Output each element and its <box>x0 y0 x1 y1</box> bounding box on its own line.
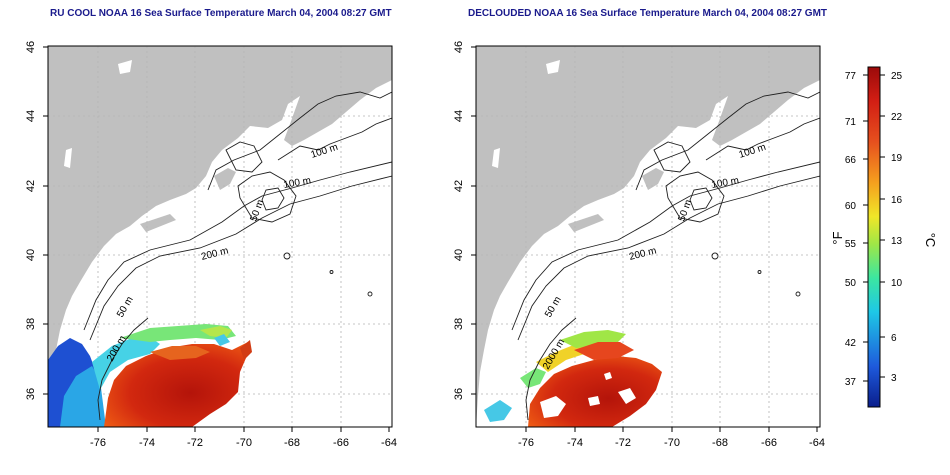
y-tick-label: 36 <box>453 388 465 400</box>
left-x-tick-labels: -76 -74 -72 -70 -68 -66 -64 <box>90 437 397 449</box>
sst-data <box>48 324 252 427</box>
isobaths <box>83 91 392 421</box>
left-axis-ticks <box>43 46 390 432</box>
c-tick-label: 19 <box>891 153 903 164</box>
x-tick-label: -66 <box>333 437 349 449</box>
y-tick-label: 46 <box>453 41 465 53</box>
celsius-ticks: 25 22 19 16 13 10 6 3 <box>891 71 903 384</box>
right-map-title: DECLOUDED NOAA 16 Sea Surface Temperatur… <box>468 8 828 19</box>
x-tick-label: -70 <box>236 437 252 449</box>
right-map: 100 m 100 m 50 m 200 m 50 m 2000 m <box>476 46 820 427</box>
lake <box>118 60 132 74</box>
left-map-title: RU COOL NOAA 16 Sea Surface Temperature … <box>50 8 392 19</box>
x-tick-label: -64 <box>381 437 397 449</box>
y-tick-label: 46 <box>25 41 37 53</box>
left-map: 100 m 100 m 50 m 200 m 50 m 200 m <box>48 46 392 427</box>
colorbar: 77 71 66 60 55 50 42 37 25 22 19 16 13 1… <box>830 66 938 408</box>
x-tick-label: -74 <box>139 437 155 449</box>
f-tick-label: 60 <box>845 201 857 212</box>
c-tick-label: 10 <box>891 278 903 289</box>
y-tick-label: 44 <box>25 110 37 122</box>
cape-cod <box>642 168 664 190</box>
colorbar-gradient <box>867 66 881 408</box>
graticule <box>48 46 392 427</box>
lake <box>64 148 72 168</box>
c-tick-label: 25 <box>891 71 903 82</box>
long-island <box>568 214 604 232</box>
c-tick-label: 6 <box>891 333 897 344</box>
right-axis-ticks <box>471 46 818 432</box>
contour-label: 100 m <box>711 175 740 191</box>
isobaths <box>511 91 820 421</box>
long-island <box>140 214 176 232</box>
f-tick-label: 37 <box>845 377 857 388</box>
right-map-frame <box>475 45 821 428</box>
cape-cod <box>214 168 236 190</box>
y-tick-label: 40 <box>25 249 37 261</box>
peninsula <box>712 60 820 146</box>
f-tick-label: 77 <box>845 71 857 82</box>
y-tick-label: 42 <box>453 180 465 192</box>
contour-label: 100 m <box>283 175 312 191</box>
x-tick-label: -72 <box>615 437 631 449</box>
y-tick-label: 42 <box>25 180 37 192</box>
y-tick-label: 38 <box>453 318 465 330</box>
c-tick-label: 16 <box>891 195 903 206</box>
sst-data <box>484 330 666 427</box>
x-tick-label: -74 <box>567 437 583 449</box>
f-tick-label: 42 <box>845 338 857 349</box>
f-tick-label: 71 <box>845 117 857 128</box>
lake <box>546 60 560 74</box>
x-tick-label: -66 <box>761 437 777 449</box>
x-tick-label: -68 <box>712 437 728 449</box>
c-tick-label: 3 <box>891 373 897 384</box>
c-tick-label: 13 <box>891 236 903 247</box>
left-y-tick-labels: 36 38 40 42 44 46 <box>25 41 37 400</box>
x-tick-label: -68 <box>284 437 300 449</box>
c-tick-label: 22 <box>891 112 903 123</box>
peninsula <box>284 60 392 146</box>
colorbar-ticks <box>863 74 885 382</box>
fahrenheit-axis-label: °F <box>830 231 845 244</box>
x-tick-label: -64 <box>809 437 825 449</box>
x-tick-label: -76 <box>90 437 106 449</box>
x-tick-label: -72 <box>187 437 203 449</box>
land-mass <box>48 46 392 427</box>
y-tick-label: 44 <box>453 110 465 122</box>
f-tick-label: 50 <box>845 278 857 289</box>
celsius-axis-label: °C <box>923 233 938 248</box>
x-tick-label: -76 <box>518 437 534 449</box>
y-tick-label: 40 <box>453 249 465 261</box>
y-tick-label: 38 <box>25 318 37 330</box>
f-tick-label: 66 <box>845 155 857 166</box>
f-tick-label: 55 <box>845 239 857 250</box>
left-map-frame <box>47 45 393 428</box>
x-tick-label: -70 <box>664 437 680 449</box>
bay <box>496 318 510 360</box>
lake <box>492 148 500 168</box>
y-tick-label: 36 <box>25 388 37 400</box>
right-x-tick-labels: -76 -74 -72 -70 -68 -66 -64 <box>518 437 825 449</box>
right-y-tick-labels: 36 38 40 42 44 46 <box>453 41 465 400</box>
land-mass <box>476 46 820 427</box>
fahrenheit-ticks: 77 71 66 60 55 50 42 37 <box>845 71 857 388</box>
